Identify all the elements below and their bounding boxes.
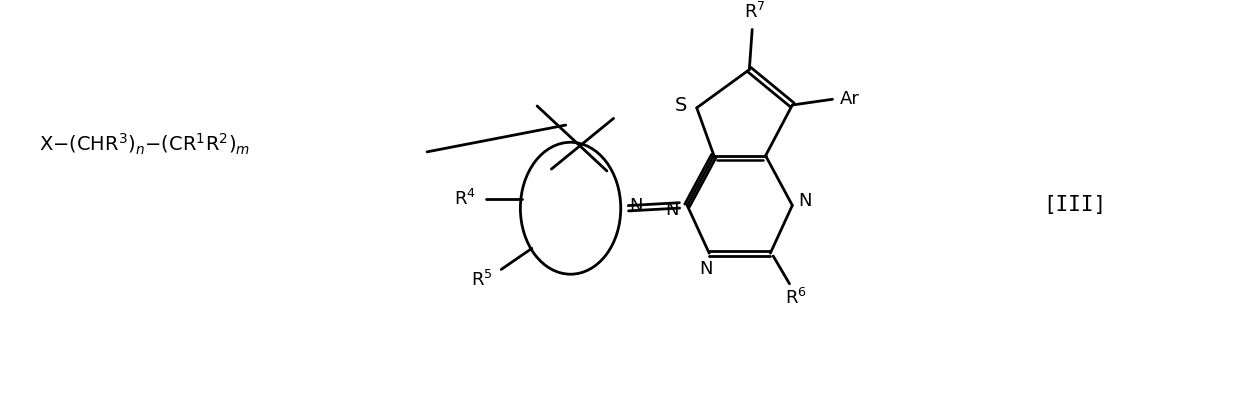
Text: R$^5$: R$^5$ xyxy=(471,270,493,290)
Text: [III]: [III] xyxy=(1043,195,1106,215)
Text: Ar: Ar xyxy=(840,90,860,108)
Text: R$^6$: R$^6$ xyxy=(785,288,808,308)
Text: N: N xyxy=(700,260,714,278)
Text: N: N xyxy=(630,197,642,215)
Text: N: N xyxy=(665,201,679,219)
Text: S: S xyxy=(675,96,686,116)
Text: R$^4$: R$^4$ xyxy=(454,188,476,209)
Text: R$^7$: R$^7$ xyxy=(744,2,766,22)
Text: X$-$(CHR$^3$)$_n$$-$(CR$^1$R$^2$)$_m$: X$-$(CHR$^3$)$_n$$-$(CR$^1$R$^2$)$_m$ xyxy=(39,131,250,157)
Text: N: N xyxy=(798,192,811,210)
